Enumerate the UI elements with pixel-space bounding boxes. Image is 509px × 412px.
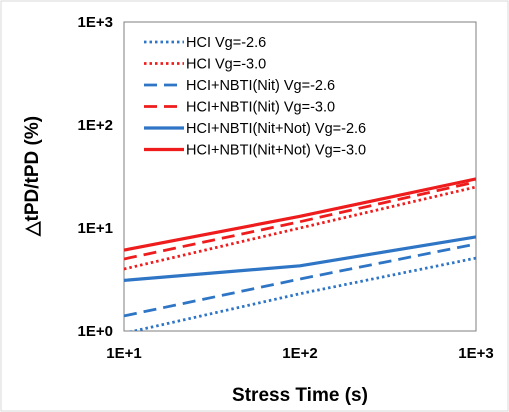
legend-label-6: HCI+NBTI(Nit+Not) Vg=-3.0 <box>186 143 366 159</box>
series-line-6-hci-nbti-nit-not-vg-3-0 <box>124 177 476 252</box>
legend-label-3: HCI+NBTI(Nit) Vg=-2.6 <box>186 78 335 94</box>
series-line-5-hci-nbti-nit-not-vg-2-6 <box>124 235 476 282</box>
series-line-4-hci-nbti-nit-vg-3-0 <box>124 180 476 261</box>
y-tick-labels: 1E+0 1E+1 1E+2 1E+3 <box>78 14 113 340</box>
legend-label-2: HCI Vg=-3.0 <box>186 57 266 73</box>
y-tick-label: 1E+2 <box>78 117 113 134</box>
y-axis-title: △tPD/tPD (%) <box>22 116 43 237</box>
legend-background <box>138 28 450 178</box>
x-tick-labels: 1E+1 1E+2 1E+3 <box>106 345 493 362</box>
y-tick-label: 1E+0 <box>78 323 113 340</box>
legend-label-4: HCI+NBTI(Nit) Vg=-3.0 <box>186 100 335 116</box>
legend-label-1: HCI Vg=-2.6 <box>186 35 266 51</box>
legend: HCI Vg=-2.6 HCI Vg=-3.0 HCI+NBTI(Nit) Vg=-… <box>144 35 366 159</box>
y-tick-label: 1E+1 <box>78 220 113 237</box>
x-tick-label: 1E+2 <box>282 345 317 362</box>
legend-label-5: HCI+NBTI(Nit+Not) Vg=-2.6 <box>186 121 366 137</box>
x-axis-title: Stress Time (s) <box>232 385 368 406</box>
x-tick-label: 1E+1 <box>106 345 141 362</box>
x-tick-label: 1E+3 <box>458 345 493 362</box>
plot-area <box>123 21 477 332</box>
series-lines <box>124 177 476 331</box>
y-tick-label: 1E+3 <box>78 14 113 31</box>
